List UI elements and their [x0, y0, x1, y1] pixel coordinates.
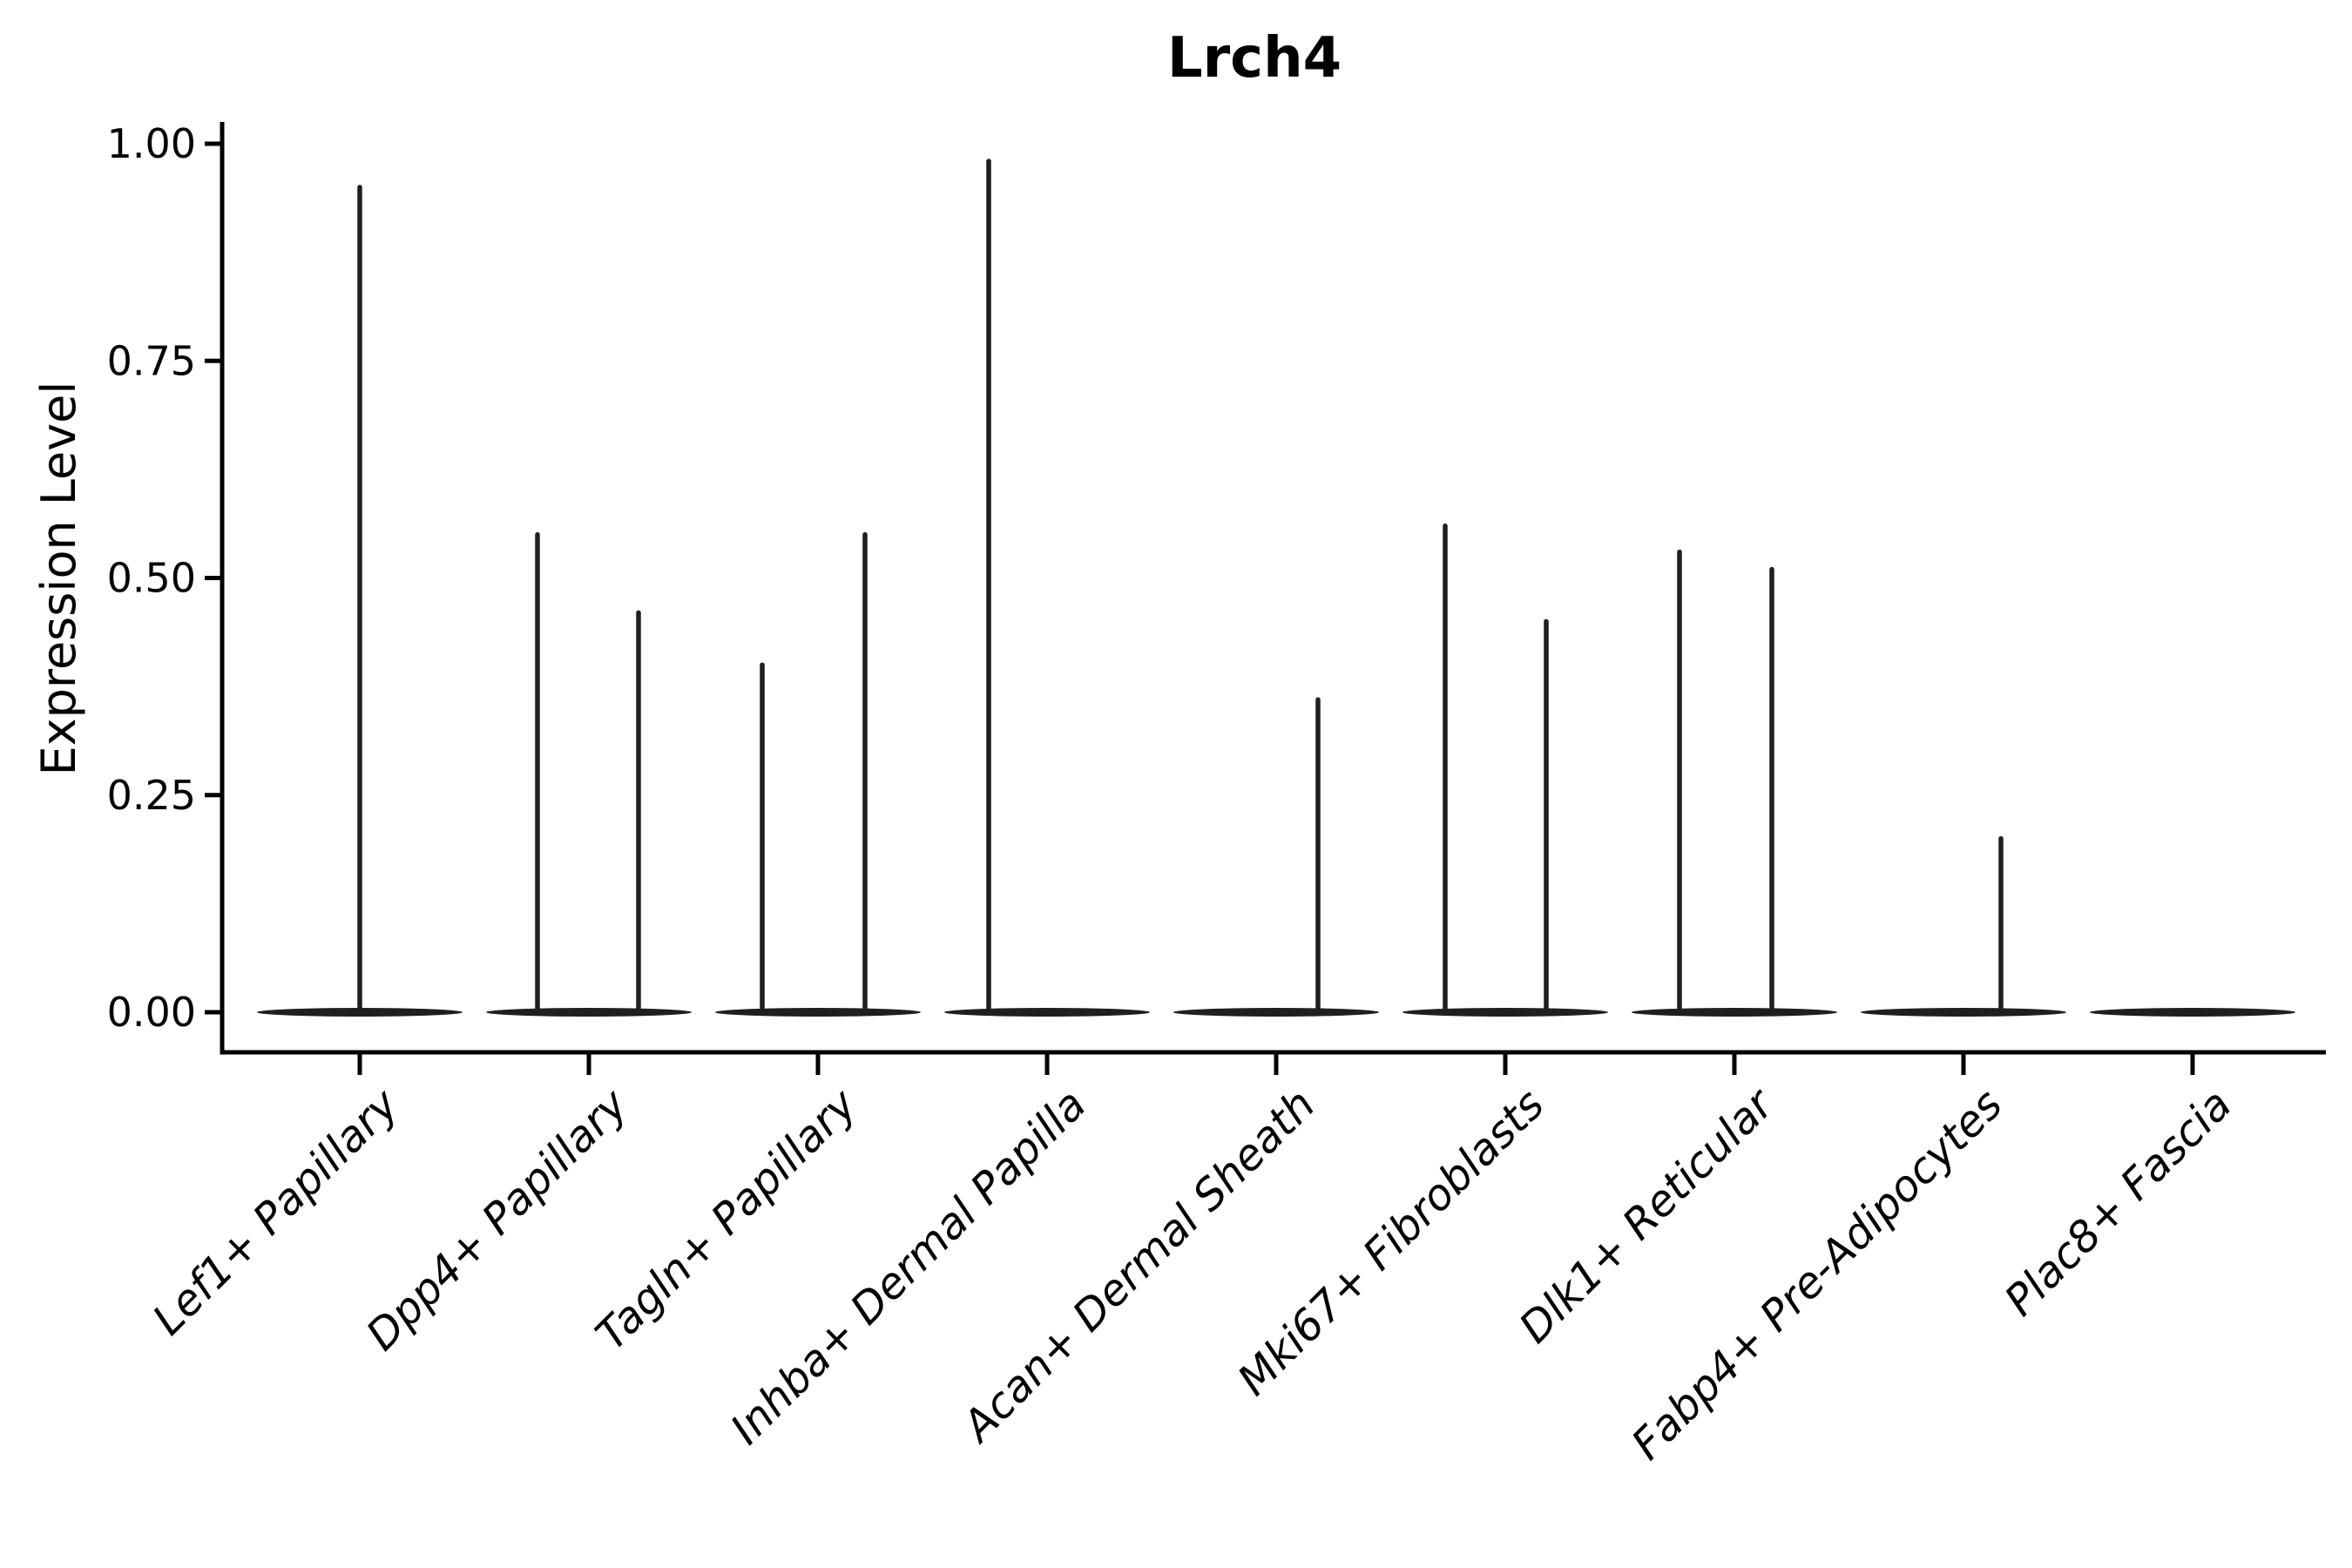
violin	[1402, 523, 1608, 1017]
y-tick-label: 1.00	[107, 120, 196, 167]
violin-baseline	[944, 1008, 1150, 1017]
violin	[257, 185, 463, 1017]
violin-baseline	[2090, 1008, 2295, 1017]
y-axis-ticks: 0.00 0.25 0.50 0.75 1.00	[107, 120, 220, 1036]
violin-baseline	[1402, 1008, 1608, 1017]
violin	[1173, 697, 1379, 1017]
violin-baseline	[715, 1008, 921, 1017]
x-category-label: Plac8+ Fascia	[1995, 1079, 2240, 1325]
violin	[486, 531, 692, 1017]
violin	[1861, 835, 2066, 1017]
violin	[2090, 1008, 2295, 1017]
x-axis-ticks	[357, 1054, 2195, 1075]
x-category-label: Lef1+ Papillary	[143, 1079, 409, 1345]
y-tick-label: 0.25	[107, 772, 196, 819]
plot-title: Lrch4	[1167, 26, 1342, 91]
x-category-label: Fabp4+ Pre-Adipocytes	[1622, 1079, 2012, 1470]
violin	[1632, 549, 1837, 1017]
violin-baseline	[1861, 1008, 2066, 1017]
y-tick-label: 0.50	[107, 555, 196, 602]
violins	[257, 159, 2295, 1017]
y-axis-title: Expression Level	[31, 382, 86, 776]
violin-baseline	[1173, 1008, 1379, 1017]
y-tick-label: 0.75	[107, 337, 196, 384]
violin-baseline	[486, 1008, 692, 1017]
violin	[944, 159, 1150, 1017]
x-category-label: Dlk1+ Reticular	[1510, 1078, 1784, 1352]
violin-baseline	[1632, 1008, 1837, 1017]
y-tick-label: 0.00	[107, 989, 196, 1036]
violin	[715, 531, 921, 1017]
